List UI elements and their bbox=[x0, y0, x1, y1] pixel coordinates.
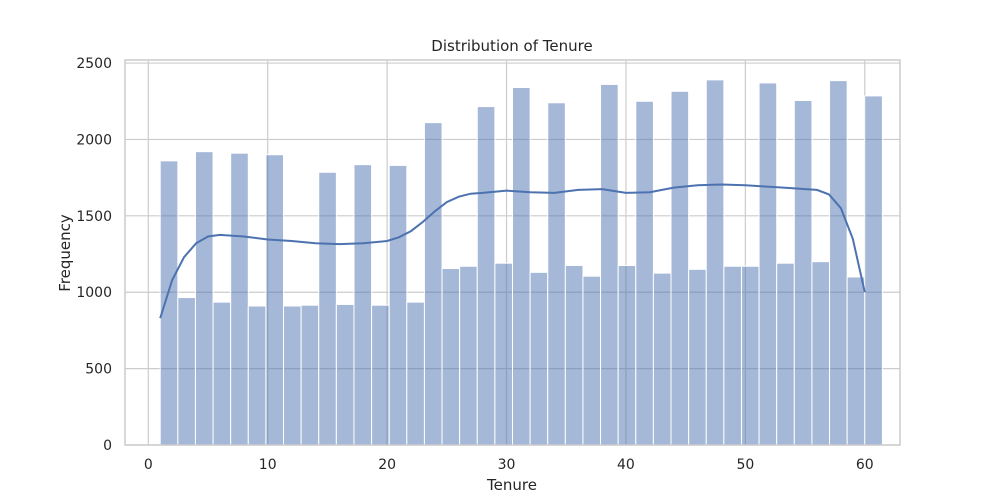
histogram-bar bbox=[494, 262, 513, 446]
histogram-bar bbox=[441, 268, 461, 446]
x-tick-label-4: 40 bbox=[617, 457, 635, 473]
histogram-bar bbox=[564, 264, 584, 446]
histogram-bar bbox=[723, 265, 742, 446]
x-axis-label: Tenure bbox=[486, 476, 537, 494]
y-tick-label-0: 0 bbox=[103, 438, 112, 454]
histogram-bar bbox=[283, 305, 302, 446]
histogram-bar bbox=[635, 100, 654, 446]
chart-title: Distribution of Tenure bbox=[431, 37, 592, 55]
y-tick-labels: 0 500 1000 1500 2000 2500 bbox=[76, 56, 112, 454]
histogram-bar bbox=[388, 164, 408, 446]
x-tick-label-1: 10 bbox=[259, 457, 277, 473]
x-tick-label-3: 30 bbox=[498, 457, 516, 473]
histogram-bar bbox=[705, 79, 725, 446]
y-axis-label: Frequency bbox=[56, 214, 74, 292]
histogram-bar bbox=[793, 99, 813, 446]
y-tick-label-1: 500 bbox=[85, 362, 112, 378]
x-tick-label-5: 50 bbox=[736, 457, 754, 473]
histogram-bar bbox=[230, 152, 249, 446]
histogram-bar bbox=[459, 265, 478, 446]
x-tick-label-0: 0 bbox=[144, 457, 153, 473]
histogram-bar bbox=[212, 301, 232, 446]
histogram-bar bbox=[740, 265, 760, 446]
kde-layer bbox=[159, 183, 866, 319]
histogram-bar bbox=[617, 264, 637, 446]
histogram-bar bbox=[776, 262, 795, 446]
histogram-bar bbox=[811, 261, 831, 446]
histogram-bar bbox=[670, 90, 690, 446]
histogram-bar bbox=[247, 305, 267, 446]
histogram-bar bbox=[335, 303, 355, 446]
y-tick-label-3: 1500 bbox=[76, 209, 112, 225]
histogram-bar bbox=[529, 271, 549, 446]
histogram-bar bbox=[864, 95, 883, 446]
histogram-bar bbox=[846, 276, 866, 446]
histogram-bar bbox=[582, 275, 602, 446]
histogram-bar bbox=[300, 304, 320, 446]
histogram-bar bbox=[652, 272, 672, 446]
histogram-bar bbox=[758, 82, 778, 446]
histogram-bar bbox=[688, 268, 707, 446]
histogram-bar bbox=[371, 304, 390, 446]
histogram-bar bbox=[159, 160, 179, 446]
histogram-bar bbox=[406, 301, 425, 446]
kde-curve bbox=[159, 183, 866, 319]
histogram-bar bbox=[177, 297, 196, 446]
histogram-bar bbox=[512, 87, 531, 446]
bars-layer bbox=[159, 79, 883, 446]
histogram-bar bbox=[547, 102, 566, 446]
y-tick-label-2: 1000 bbox=[76, 285, 112, 301]
histogram-bar bbox=[476, 106, 496, 446]
histogram-bar bbox=[318, 171, 337, 446]
histogram-bar bbox=[265, 154, 285, 446]
histogram-bar bbox=[423, 122, 443, 446]
plot-frame bbox=[124, 59, 901, 446]
y-tick-label-4: 2000 bbox=[76, 132, 112, 148]
x-tick-label-6: 60 bbox=[856, 457, 874, 473]
histogram-bar bbox=[353, 164, 373, 446]
histogram-bar bbox=[829, 80, 848, 446]
x-tick-labels: 0 10 20 30 40 50 60 bbox=[144, 457, 874, 473]
histogram-bar bbox=[194, 151, 214, 446]
x-tick-label-2: 20 bbox=[378, 457, 396, 473]
y-tick-label-5: 2500 bbox=[76, 56, 112, 72]
histogram-bar bbox=[600, 83, 619, 446]
